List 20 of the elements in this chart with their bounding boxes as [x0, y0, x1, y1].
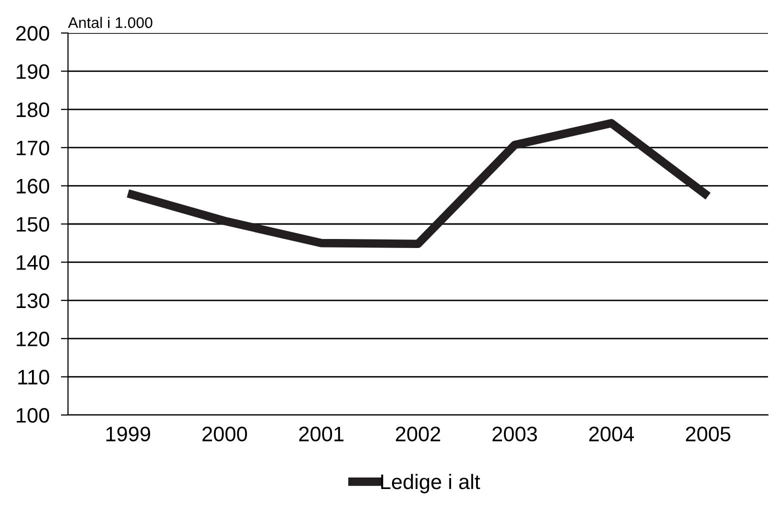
y-tick-label: 170 [16, 140, 50, 156]
legend-label: Ledige i alt [381, 474, 480, 494]
x-tick-label: 2002 [396, 426, 440, 442]
y-tick-label: 100 [16, 408, 50, 423]
y-tick-label: 140 [16, 255, 50, 270]
y-tick-label: 160 [16, 178, 50, 194]
x-tick-label: 2005 [686, 426, 730, 442]
x-tick-label: 2001 [299, 426, 344, 442]
y-tick-label: 150 [16, 217, 50, 232]
y-tick-label: 180 [16, 102, 50, 118]
y-tick-label: 110 [18, 370, 50, 385]
y-axis-title: Antal i 1.000 [68, 16, 152, 28]
y-tick-label: 190 [16, 64, 50, 79]
y-tick-label: 130 [16, 293, 50, 308]
x-tick-label: 2003 [492, 426, 537, 442]
x-tick-label: 2004 [589, 426, 634, 442]
y-tick-label: 120 [16, 332, 50, 346]
y-tick-label: 200 [16, 26, 50, 41]
x-tick-label: 2000 [202, 426, 247, 442]
x-tick-label: 1999 [106, 426, 150, 442]
